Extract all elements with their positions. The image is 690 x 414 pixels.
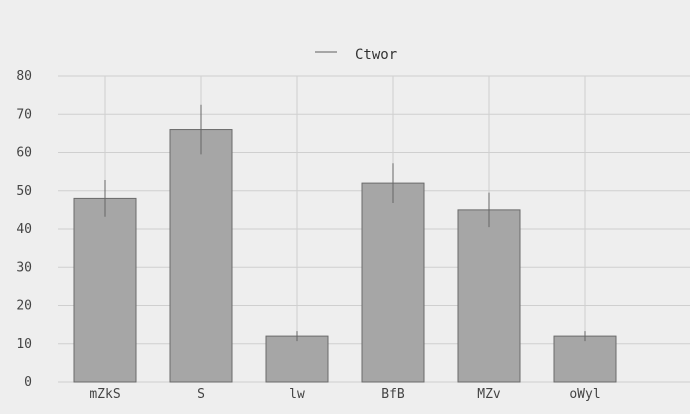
x-tick-label-MZv: MZv (477, 387, 501, 402)
y-tick-label-40: 40 (16, 222, 32, 237)
x-tick-label-oWyl: oWyl (569, 387, 600, 402)
y-tick-label-80: 80 (16, 69, 32, 84)
bar-mZkS (73, 197, 137, 383)
x-tick-label-mZkS: mZkS (89, 387, 120, 402)
x-tick-label-BfB: BfB (381, 387, 405, 402)
bar-S (169, 129, 233, 383)
bar-MZv (457, 209, 521, 383)
y-tick-label-70: 70 (16, 107, 32, 122)
y-tick-label-30: 30 (16, 260, 32, 275)
y-tick-label-0: 0 (24, 375, 32, 390)
legend: Ctwor (315, 47, 397, 63)
bar-BfB (361, 182, 425, 383)
y-tick-label-50: 50 (16, 184, 32, 199)
x-tick-label-lw: lw (289, 387, 305, 402)
legend-label-ctwor: Ctwor (355, 47, 397, 63)
bar-oWyl (553, 335, 617, 383)
y-tick-label-60: 60 (16, 146, 32, 161)
y-tick-label-20: 20 (16, 299, 32, 314)
bars (73, 104, 617, 383)
x-tick-label-S: S (197, 387, 205, 402)
bar-lw (265, 335, 329, 383)
y-axis-ticks: 0 10 20 30 40 50 60 70 80 (16, 69, 32, 390)
y-tick-label-10: 10 (16, 337, 32, 352)
